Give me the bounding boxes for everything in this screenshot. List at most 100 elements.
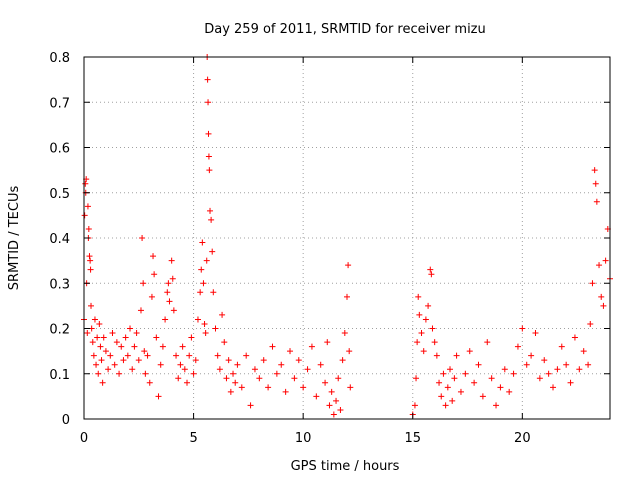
data-point xyxy=(216,366,223,373)
data-point xyxy=(162,316,169,323)
data-point xyxy=(159,343,166,350)
data-point xyxy=(109,330,116,337)
data-point xyxy=(532,330,539,337)
data-point xyxy=(95,370,102,377)
data-point xyxy=(205,153,212,160)
data-point xyxy=(102,348,109,355)
y-tick-label: 0 xyxy=(62,413,70,428)
data-point xyxy=(230,370,237,377)
data-point xyxy=(93,361,100,368)
data-point xyxy=(328,388,335,395)
data-point xyxy=(278,361,285,368)
data-point xyxy=(223,375,230,382)
data-point xyxy=(273,370,280,377)
y-tick-label: 0.1 xyxy=(49,368,70,383)
data-point xyxy=(287,348,294,355)
data-point xyxy=(330,411,337,418)
data-point xyxy=(580,348,587,355)
data-point xyxy=(347,384,354,391)
data-point xyxy=(596,262,603,269)
data-point xyxy=(501,366,508,373)
data-point xyxy=(96,320,103,327)
data-point xyxy=(335,375,342,382)
data-point xyxy=(291,375,298,382)
data-point xyxy=(449,397,456,404)
data-point xyxy=(206,167,213,174)
data-point xyxy=(510,370,517,377)
data-point xyxy=(598,293,605,300)
data-point xyxy=(151,271,158,278)
data-point xyxy=(300,384,307,391)
data-point xyxy=(425,302,432,309)
data-point xyxy=(170,307,177,314)
data-point xyxy=(479,393,486,400)
data-point xyxy=(269,343,276,350)
data-point xyxy=(84,203,91,210)
data-point xyxy=(192,357,199,364)
data-point xyxy=(418,330,425,337)
data-point xyxy=(86,253,93,260)
data-point xyxy=(471,379,478,386)
data-point xyxy=(429,325,436,332)
x-tick-label: 15 xyxy=(404,431,421,446)
data-point xyxy=(225,357,232,364)
data-point xyxy=(416,311,423,318)
data-point xyxy=(440,370,447,377)
data-point xyxy=(585,361,592,368)
data-point xyxy=(341,330,348,337)
data-point xyxy=(188,334,195,341)
data-point xyxy=(475,361,482,368)
data-point xyxy=(153,334,160,341)
data-point xyxy=(345,262,352,269)
data-point xyxy=(415,293,422,300)
data-point xyxy=(91,316,98,323)
data-point xyxy=(214,352,221,359)
data-point xyxy=(519,325,526,332)
data-point xyxy=(139,235,146,241)
data-point xyxy=(333,397,340,404)
data-point xyxy=(550,384,557,391)
data-point xyxy=(484,339,491,346)
data-point xyxy=(175,375,182,382)
data-point xyxy=(344,293,350,300)
grid-layer xyxy=(84,57,610,419)
data-point xyxy=(536,375,543,382)
data-point xyxy=(202,330,209,337)
data-point xyxy=(97,343,104,350)
data-point xyxy=(589,280,596,287)
data-point xyxy=(238,384,245,391)
data-point xyxy=(120,357,127,364)
data-point xyxy=(514,343,521,350)
data-point xyxy=(411,402,418,409)
data-point xyxy=(558,343,565,350)
data-point xyxy=(137,307,144,314)
data-point xyxy=(168,257,175,264)
data-point xyxy=(82,180,89,187)
data-point xyxy=(113,339,120,346)
data-point xyxy=(420,348,427,355)
data-point xyxy=(322,379,329,386)
data-point xyxy=(186,352,193,359)
data-point xyxy=(199,239,206,246)
data-point xyxy=(84,330,91,337)
data-point xyxy=(190,370,197,377)
data-point xyxy=(100,334,107,341)
data-point xyxy=(427,266,434,273)
data-point xyxy=(227,388,234,395)
data-point xyxy=(141,348,148,355)
data-point xyxy=(488,375,495,382)
data-point xyxy=(339,357,346,364)
y-tick-label: 0.5 xyxy=(49,187,70,202)
data-point xyxy=(571,334,578,341)
data-point xyxy=(208,216,215,223)
data-point xyxy=(181,366,188,373)
x-tick-label: 20 xyxy=(514,431,531,446)
data-points xyxy=(81,54,613,418)
data-point xyxy=(155,393,162,400)
y-tick-label: 0.4 xyxy=(49,232,70,247)
data-point xyxy=(563,361,570,368)
data-point xyxy=(497,384,504,391)
data-point xyxy=(179,343,186,350)
data-point xyxy=(431,339,438,346)
